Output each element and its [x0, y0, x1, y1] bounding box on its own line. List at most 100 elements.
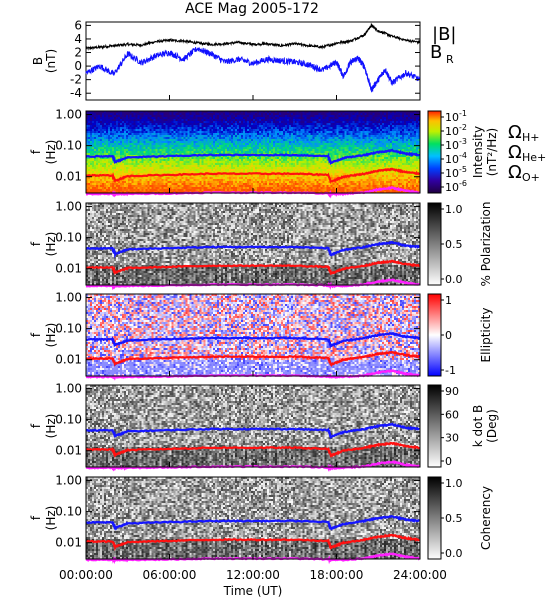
legend-b-r: B — [430, 42, 442, 63]
colorbar-intensity — [427, 110, 442, 194]
spectrogram-kdotb — [86, 385, 420, 467]
colorbar-tick-label: 0 — [445, 329, 452, 342]
gyro-he-plus-ellipticity — [85, 350, 420, 368]
colorbar-kdotb — [427, 384, 442, 468]
freq-tick-label: 1.00 — [55, 200, 82, 214]
gyro-h-plus-polarization — [85, 240, 420, 259]
freq-tick-label: 1.00 — [55, 382, 82, 396]
freq-tick-label: 0.10 — [55, 231, 82, 245]
colorbar-tick-exp: -3 — [459, 137, 467, 146]
time-tick-label: 18:00:00 — [310, 568, 364, 582]
colorbar-coherency — [427, 476, 442, 560]
colorbar-label-polarization: % Polarization — [479, 202, 493, 287]
colorbar-tick-exp: -1 — [459, 109, 467, 118]
freq-ylabel: f — [29, 515, 43, 520]
time-tick-label: 12:00:00 — [226, 568, 280, 582]
legend-b-total: |B| — [432, 24, 456, 45]
series-b-total — [85, 22, 421, 51]
freq-tick-label: 1.00 — [55, 291, 82, 305]
colorbar-tick-exp: -4 — [459, 151, 467, 160]
colorbar-tick-label: 1 — [445, 294, 452, 307]
colorbar-tick-label: 30 — [445, 432, 459, 445]
colorbar-tick-exp: -6 — [459, 179, 467, 188]
colorbar-tick-label: 0 — [445, 455, 452, 468]
freq-tick-label: 0.01 — [55, 262, 82, 276]
freq-ylabel: f — [29, 332, 43, 337]
gyro-legend-symbol: Ω — [508, 142, 522, 163]
gyro-legend-symbol: Ω — [508, 162, 522, 183]
colorbar-label-kdotb: k dot B — [471, 405, 485, 447]
colorbar-tick-label: 1.0 — [445, 477, 463, 490]
freq-tick-label: 0.01 — [55, 536, 82, 550]
field-tick-label: -4 — [70, 86, 82, 100]
colorbar-unit-kdotb: (Deg) — [485, 409, 499, 443]
freq-yunit: (Hz) — [44, 323, 58, 348]
freq-tick-label: 0.10 — [55, 322, 82, 336]
gyro-he-plus-kdotb — [85, 441, 421, 458]
freq-tick-label: 0.01 — [55, 170, 82, 184]
legend-b-r-sub: R — [446, 53, 454, 66]
time-tick-label: 24:00:00 — [393, 568, 447, 582]
colorbar-tick-label: 90 — [445, 385, 459, 398]
colorbar-label-ellipticity: Ellipticity — [479, 308, 493, 363]
field-tick-label: 6 — [74, 18, 82, 32]
time-tick-label: 06:00:00 — [143, 568, 197, 582]
gyro-legend-sub: O+ — [522, 171, 540, 184]
colorbar-unit-intensity: (nT²/Hz) — [485, 128, 499, 176]
gyro-he-plus-coherency — [85, 533, 420, 551]
colorbar-tick-label: 10-2 — [445, 123, 467, 138]
colorbar-tick-label: 0.5 — [445, 238, 463, 251]
freq-yunit: (Hz) — [44, 140, 58, 165]
gyro-h-plus-coherency — [86, 515, 420, 531]
gyro-legend-sub: H+ — [522, 131, 540, 144]
series-b-r — [85, 46, 421, 93]
time-tick-label: 00:00:00 — [59, 568, 113, 582]
colorbar-tick-label: 1.0 — [445, 203, 463, 216]
colorbar-tick-label: 10-5 — [445, 165, 467, 180]
freq-ylabel: f — [29, 149, 43, 154]
field-panel-frame — [85, 21, 421, 101]
colorbar-label-coherency: Coherency — [479, 486, 493, 550]
gyro-legend-sub: He+ — [522, 151, 546, 164]
colorbar-tick-label: 10-3 — [445, 137, 467, 152]
freq-tick-label: 0.01 — [55, 444, 82, 458]
colorbar-label-intensity: Intensity — [471, 126, 485, 178]
field-tick-label: 4 — [74, 32, 82, 46]
gyro-he-plus-intensity — [85, 167, 420, 185]
freq-tick-label: 1.00 — [55, 108, 82, 122]
freq-yunit: (Hz) — [44, 506, 58, 531]
spectrogram-coherency — [86, 477, 420, 559]
colorbar-tick-label: -1 — [445, 364, 456, 377]
panels-layer — [85, 21, 444, 565]
colorbar-tick-label: 10-1 — [445, 109, 467, 124]
freq-tick-label: 1.00 — [55, 474, 82, 488]
colorbar-tick-label: 0.0 — [445, 273, 463, 286]
freq-tick-label: 0.10 — [55, 505, 82, 519]
freq-ylabel: f — [29, 423, 43, 428]
colorbar-tick-label: 10-6 — [445, 179, 467, 194]
field-ylabel: B — [31, 57, 45, 65]
gyro-h-plus-intensity — [85, 148, 421, 166]
freq-yunit: (Hz) — [44, 414, 58, 439]
gyro-h-plus-ellipticity — [85, 331, 420, 349]
spectrogram-intensity — [86, 111, 420, 193]
colorbar-ellipticity — [427, 293, 442, 377]
figure-title: ACE Mag 2005-172 — [185, 1, 319, 17]
colorbar-tick-label: 0.0 — [445, 547, 463, 560]
freq-tick-label: 0.10 — [55, 413, 82, 427]
freq-tick-label: 0.10 — [55, 139, 82, 153]
colorbar-tick-label: 60 — [445, 408, 459, 421]
time-axis-label: Time (UT) — [223, 584, 283, 598]
field-tick-label: 0 — [74, 59, 82, 73]
spectrogram-ellipticity — [86, 294, 420, 376]
colorbar-tick-label: 10-4 — [445, 151, 467, 166]
freq-yunit: (Hz) — [44, 232, 58, 257]
field-yunit: (nT) — [44, 49, 58, 73]
spectrogram-polarization — [86, 203, 420, 285]
field-tick-label: -2 — [70, 73, 82, 87]
colorbar-tick-exp: -5 — [459, 165, 467, 174]
colorbar-tick-exp: -2 — [459, 123, 467, 132]
gyro-he-plus-polarization — [85, 259, 420, 276]
gyro-legend-symbol: Ω — [508, 122, 522, 143]
